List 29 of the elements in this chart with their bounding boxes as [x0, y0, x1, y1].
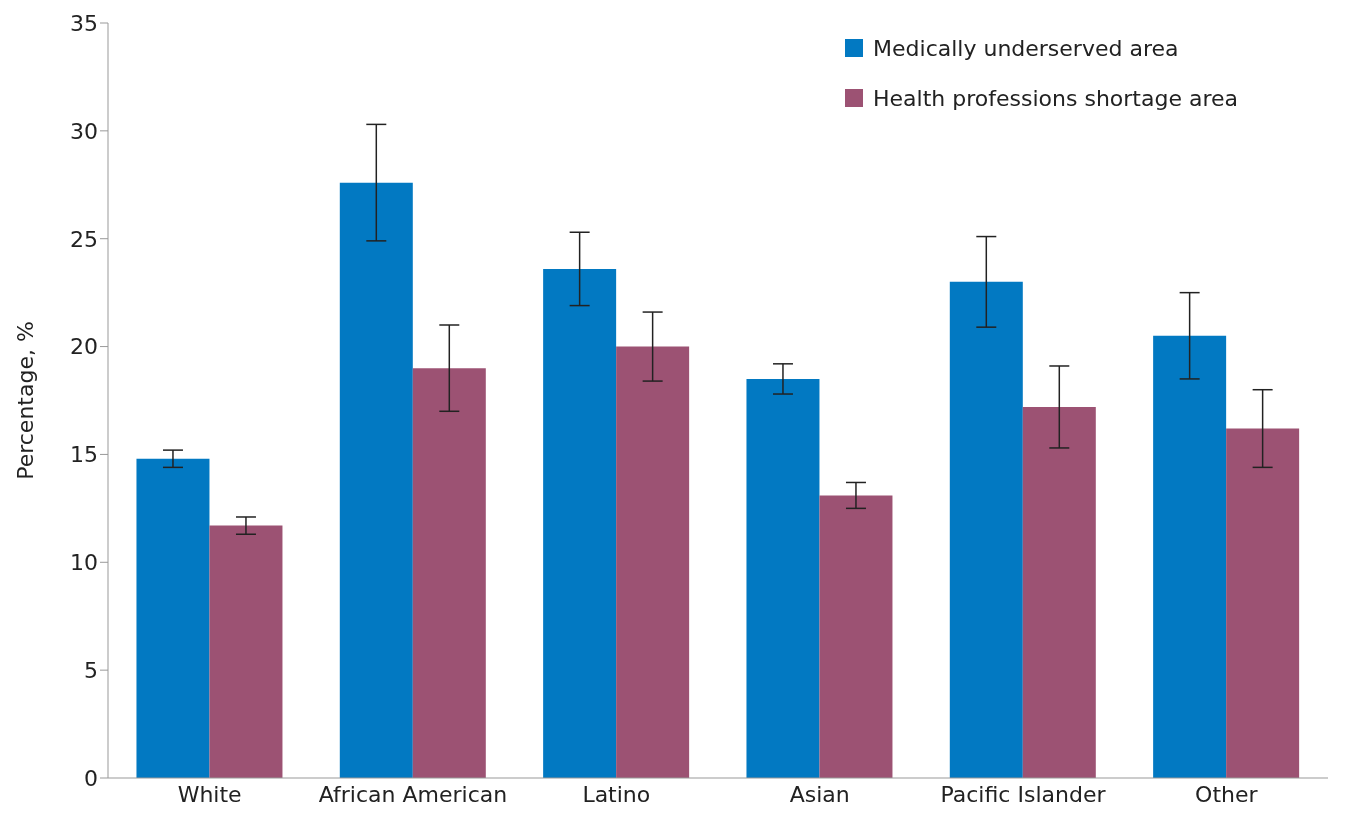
y-tick-label: 35 — [70, 10, 98, 36]
y-tick-label: 10 — [70, 550, 98, 576]
y-tick-label: 15 — [70, 442, 98, 468]
bar — [339, 182, 413, 778]
bar — [412, 368, 486, 778]
bar — [209, 525, 283, 778]
bar — [1022, 406, 1096, 778]
y-tick-label: 5 — [84, 657, 98, 683]
y-tick-label: 0 — [84, 765, 98, 791]
x-tick-label: Latino — [582, 781, 651, 807]
bar — [949, 281, 1023, 778]
x-tick-label: White — [177, 781, 242, 807]
y-tick-label: 20 — [70, 334, 98, 360]
x-tick-label: Asian — [789, 781, 850, 807]
bar — [616, 346, 690, 778]
bar — [1153, 335, 1227, 778]
bar — [1226, 428, 1300, 778]
bar — [819, 495, 893, 778]
bar — [543, 268, 617, 778]
x-tick-label: African American — [318, 781, 508, 807]
x-tick-label: Pacific Islander — [940, 781, 1107, 807]
legend-label: Medically underserved area — [873, 35, 1179, 61]
legend-label: Health professions shortage area — [873, 85, 1238, 111]
bar — [746, 378, 820, 778]
y-tick-label: 30 — [70, 118, 98, 144]
bar — [136, 458, 210, 778]
x-tick-label: Other — [1195, 781, 1259, 807]
y-axis-title: Percentage, % — [12, 321, 38, 480]
y-tick-label: 25 — [70, 226, 98, 252]
